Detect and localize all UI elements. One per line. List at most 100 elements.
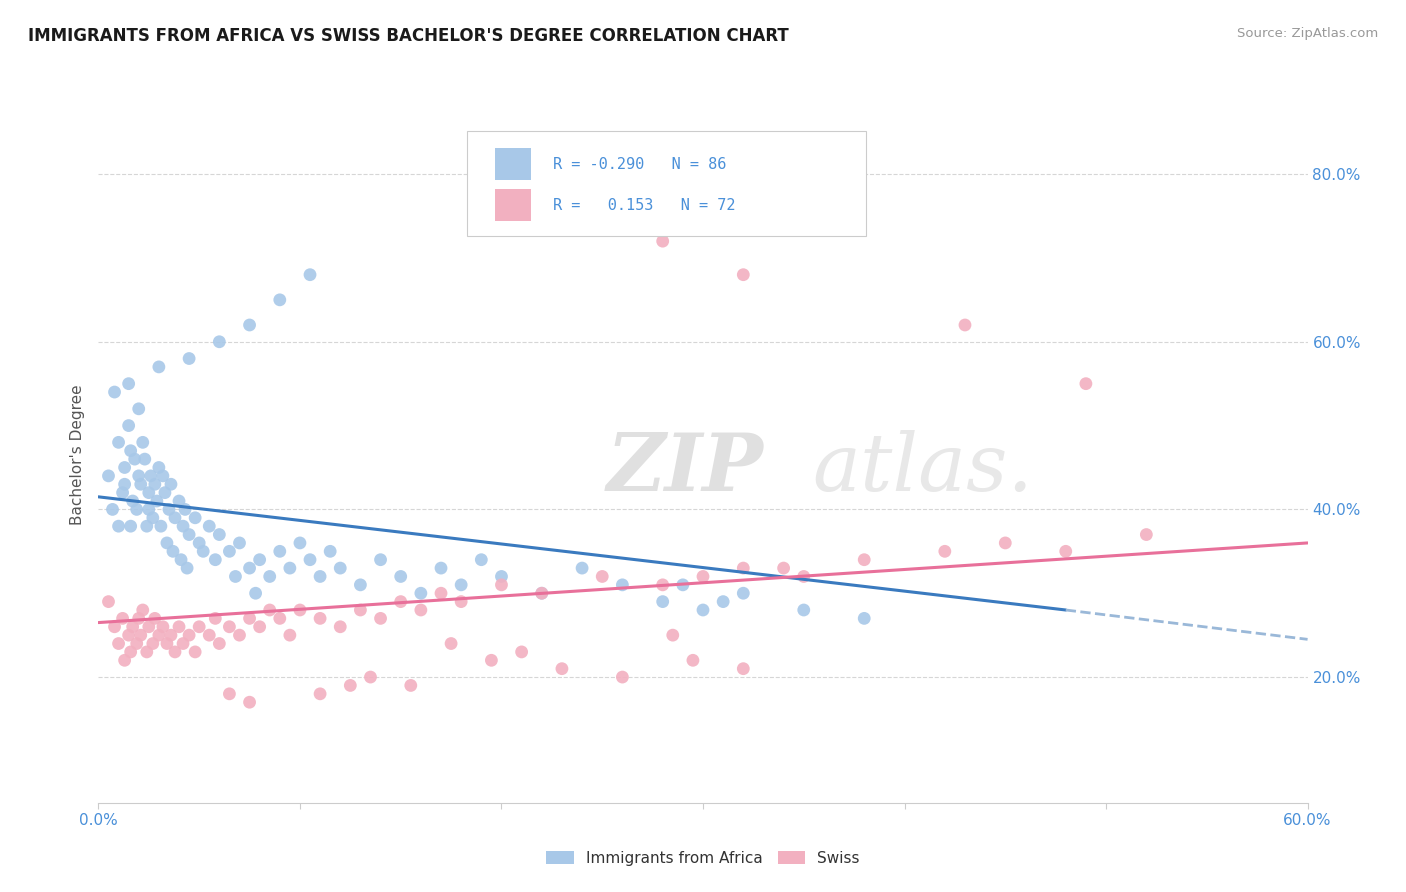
Point <box>120 443 142 458</box>
Point <box>259 603 281 617</box>
Point <box>228 536 250 550</box>
Point <box>510 645 533 659</box>
Point <box>114 460 136 475</box>
Point <box>853 611 876 625</box>
Point <box>218 620 240 634</box>
Point <box>128 611 150 625</box>
Point <box>184 645 207 659</box>
Point <box>288 536 311 550</box>
Point <box>309 569 332 583</box>
Point <box>142 636 165 650</box>
Y-axis label: Bachelor's Degree: Bachelor's Degree <box>69 384 84 525</box>
Point <box>329 620 352 634</box>
Text: ZIP: ZIP <box>606 430 763 508</box>
Point <box>249 620 271 634</box>
Point <box>107 435 129 450</box>
Point <box>793 603 815 617</box>
Point <box>239 611 262 625</box>
Point <box>299 552 322 566</box>
Point <box>132 435 155 450</box>
Point <box>103 385 125 400</box>
Point <box>103 620 125 634</box>
Point <box>160 477 183 491</box>
Point <box>349 578 371 592</box>
Point <box>399 678 422 692</box>
Text: R = -0.290   N = 86: R = -0.290 N = 86 <box>553 157 727 171</box>
Point <box>162 544 184 558</box>
Point <box>651 594 673 608</box>
Point <box>853 552 876 566</box>
Point <box>111 485 134 500</box>
Point <box>218 544 240 558</box>
Point <box>994 536 1017 550</box>
Point <box>409 586 432 600</box>
Point <box>132 603 155 617</box>
Point <box>470 552 492 566</box>
Point <box>163 645 186 659</box>
Point <box>278 561 301 575</box>
Text: atlas.: atlas. <box>811 430 1033 508</box>
Point <box>129 628 152 642</box>
Point <box>120 519 142 533</box>
Point <box>481 653 503 667</box>
Point <box>239 695 262 709</box>
Point <box>163 510 186 524</box>
FancyBboxPatch shape <box>467 131 866 235</box>
Point <box>239 318 262 332</box>
Point <box>269 544 291 558</box>
Point <box>299 268 322 282</box>
Point <box>440 636 463 650</box>
Point <box>135 519 157 533</box>
Point <box>208 636 231 650</box>
FancyBboxPatch shape <box>495 189 531 220</box>
Point <box>152 468 174 483</box>
Point <box>167 494 190 508</box>
Point <box>184 510 207 524</box>
Point <box>128 468 150 483</box>
Point <box>733 268 755 282</box>
Point <box>349 603 371 617</box>
Point <box>430 586 453 600</box>
Point <box>934 544 956 558</box>
Point <box>491 578 513 592</box>
Point <box>651 578 673 592</box>
Point <box>114 477 136 491</box>
Point <box>143 477 166 491</box>
Point <box>148 359 170 374</box>
Point <box>309 611 332 625</box>
Point <box>682 653 704 667</box>
Point <box>138 502 160 516</box>
Text: IMMIGRANTS FROM AFRICA VS SWISS BACHELOR'S DEGREE CORRELATION CHART: IMMIGRANTS FROM AFRICA VS SWISS BACHELOR… <box>28 27 789 45</box>
Point <box>156 536 179 550</box>
Point <box>139 468 162 483</box>
Point <box>953 318 976 332</box>
Point <box>118 628 141 642</box>
Text: R =   0.153   N = 72: R = 0.153 N = 72 <box>553 197 735 212</box>
Point <box>239 561 262 575</box>
Point <box>121 494 143 508</box>
Point <box>288 603 311 617</box>
Point <box>160 628 183 642</box>
Point <box>138 485 160 500</box>
Point <box>208 527 231 541</box>
Point <box>208 334 231 349</box>
Point <box>118 418 141 433</box>
Point <box>249 552 271 566</box>
Point <box>259 569 281 583</box>
Point <box>121 620 143 634</box>
Point <box>245 586 267 600</box>
Point <box>157 502 180 516</box>
Point <box>188 536 211 550</box>
Point <box>339 678 361 692</box>
Point <box>107 519 129 533</box>
Point <box>591 569 613 583</box>
Point <box>772 561 794 575</box>
Point <box>135 645 157 659</box>
Point <box>142 510 165 524</box>
Point <box>97 468 120 483</box>
Point <box>188 620 211 634</box>
Point <box>370 552 392 566</box>
FancyBboxPatch shape <box>495 148 531 180</box>
Point <box>146 494 169 508</box>
Legend: Immigrants from Africa, Swiss: Immigrants from Africa, Swiss <box>540 845 866 871</box>
